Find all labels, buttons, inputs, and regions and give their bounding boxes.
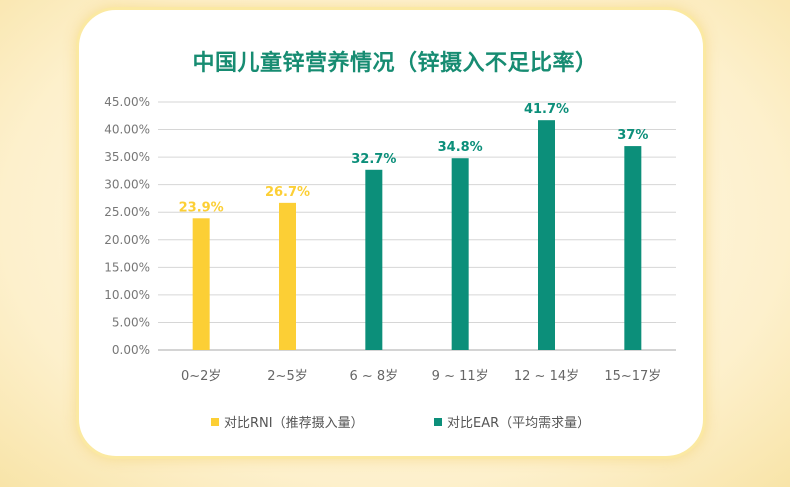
y-tick-label: 40.00% xyxy=(104,123,150,137)
y-tick-label: 10.00% xyxy=(104,288,150,302)
legend-swatch xyxy=(211,418,219,426)
legend-swatch xyxy=(434,418,442,426)
y-tick-label: 0.00% xyxy=(112,343,150,357)
y-tick-label: 20.00% xyxy=(104,233,150,247)
y-tick-label: 15.00% xyxy=(104,260,150,274)
legend-label: 对比EAR（平均需求量） xyxy=(447,416,590,431)
chart-card xyxy=(76,7,706,459)
bar xyxy=(624,146,642,350)
data-label: 34.8% xyxy=(438,140,483,155)
bar xyxy=(451,158,469,350)
y-tick-label: 45.00% xyxy=(104,95,150,109)
bar xyxy=(538,120,555,350)
y-tick-label: 30.00% xyxy=(104,178,150,192)
bar xyxy=(192,218,210,350)
data-label: 23.9% xyxy=(179,200,224,215)
x-tick-label: 15~17岁 xyxy=(604,369,661,384)
y-tick-label: 35.00% xyxy=(104,150,150,164)
data-label: 26.7% xyxy=(265,185,310,200)
bar xyxy=(279,202,296,350)
data-label: 32.7% xyxy=(351,152,396,167)
x-tick-label: 0~2岁 xyxy=(181,369,221,384)
x-tick-label: 12 ~ 14岁 xyxy=(514,369,579,384)
legend-label: 对比RNI（推荐摄入量） xyxy=(224,416,364,431)
x-tick-label: 2~5岁 xyxy=(267,369,307,384)
chart-title: 中国儿童锌营养情况（锌摄入不足比率） xyxy=(192,51,598,76)
x-tick-label: 9 ~ 11岁 xyxy=(432,369,489,384)
y-tick-label: 25.00% xyxy=(104,205,150,219)
x-tick-label: 6 ~ 8岁 xyxy=(349,369,398,384)
data-label: 37% xyxy=(617,128,648,143)
bar xyxy=(365,169,383,350)
data-label: 41.7% xyxy=(524,102,569,117)
y-tick-label: 5.00% xyxy=(112,315,150,329)
